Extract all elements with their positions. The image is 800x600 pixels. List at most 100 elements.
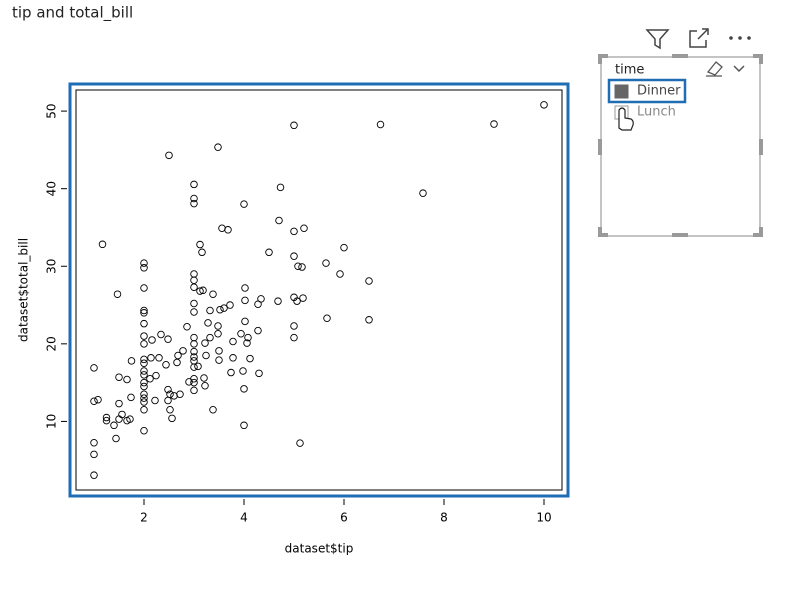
y-tick-label: 10 [45, 414, 59, 429]
point [240, 385, 248, 393]
cursor [618, 107, 634, 131]
point [190, 194, 198, 203]
point [365, 277, 373, 285]
point [265, 248, 273, 257]
resize-handles [598, 54, 763, 237]
point [220, 304, 228, 312]
slicer-item[interactable]: Lunch [637, 105, 676, 120]
point [140, 406, 148, 414]
point [215, 347, 223, 355]
point [237, 330, 245, 338]
selected-item-outline [607, 78, 687, 104]
point [290, 252, 298, 260]
point [243, 339, 251, 347]
point [115, 399, 123, 408]
point [227, 368, 235, 377]
point [162, 361, 170, 369]
x-tick-label: 8 [440, 511, 448, 525]
point [419, 189, 427, 197]
point [226, 301, 234, 309]
point [146, 375, 154, 383]
point [140, 390, 148, 399]
point [190, 353, 198, 361]
point [157, 330, 165, 339]
point [190, 347, 198, 356]
point [190, 375, 198, 383]
point [241, 284, 249, 292]
point [115, 373, 123, 381]
more-options-icon[interactable] [729, 36, 751, 40]
point [164, 396, 172, 405]
point [155, 354, 163, 362]
point [127, 357, 136, 365]
point [126, 415, 134, 423]
slicer-item[interactable]: Dinner [637, 84, 681, 99]
point [140, 382, 148, 391]
point [254, 326, 262, 335]
y-tick-label: 30 [45, 259, 59, 274]
point [173, 358, 181, 367]
point [90, 471, 98, 479]
point [140, 371, 148, 379]
point [275, 216, 283, 225]
point [199, 286, 207, 295]
point [90, 439, 98, 447]
point [241, 317, 249, 326]
point [140, 319, 148, 328]
point [209, 406, 217, 414]
point [224, 226, 232, 234]
slicer-dropdown-icon[interactable] [733, 65, 745, 73]
point [190, 283, 198, 291]
filter-icon[interactable] [645, 29, 670, 50]
item-checkbox [614, 84, 629, 99]
slicer-title: time [615, 63, 644, 78]
point [102, 413, 111, 422]
focus-mode-icon[interactable] [689, 28, 709, 48]
point [90, 450, 98, 459]
visual-frame[interactable] [68, 82, 570, 498]
point [102, 416, 111, 425]
point [214, 143, 222, 151]
point [98, 240, 107, 249]
point [140, 394, 148, 402]
point [290, 121, 298, 130]
point [340, 243, 348, 252]
point [174, 351, 182, 360]
point [190, 199, 198, 208]
point [170, 392, 178, 400]
point [206, 333, 214, 342]
point [168, 414, 176, 423]
point [165, 151, 173, 160]
point [276, 183, 285, 192]
point [240, 200, 248, 208]
point [140, 355, 148, 364]
point [123, 375, 131, 384]
point [206, 306, 214, 315]
point [229, 337, 237, 346]
point [229, 354, 237, 362]
clear-selections-icon[interactable] [706, 61, 723, 77]
point [290, 322, 298, 330]
point [190, 276, 198, 284]
point [540, 101, 548, 109]
slicer-frame[interactable] [600, 56, 761, 237]
point [110, 421, 118, 430]
point [152, 371, 160, 380]
x-tick-label: 10 [536, 511, 551, 525]
point [246, 354, 254, 363]
x-tick-label: 6 [340, 511, 348, 525]
point [140, 367, 148, 375]
point [201, 381, 209, 390]
point [164, 335, 172, 343]
point [190, 308, 198, 316]
point [322, 259, 330, 267]
point [198, 248, 206, 257]
point [296, 439, 304, 447]
point [183, 323, 191, 331]
point [140, 398, 148, 406]
point [166, 406, 174, 414]
point [202, 351, 210, 360]
point [94, 395, 102, 404]
